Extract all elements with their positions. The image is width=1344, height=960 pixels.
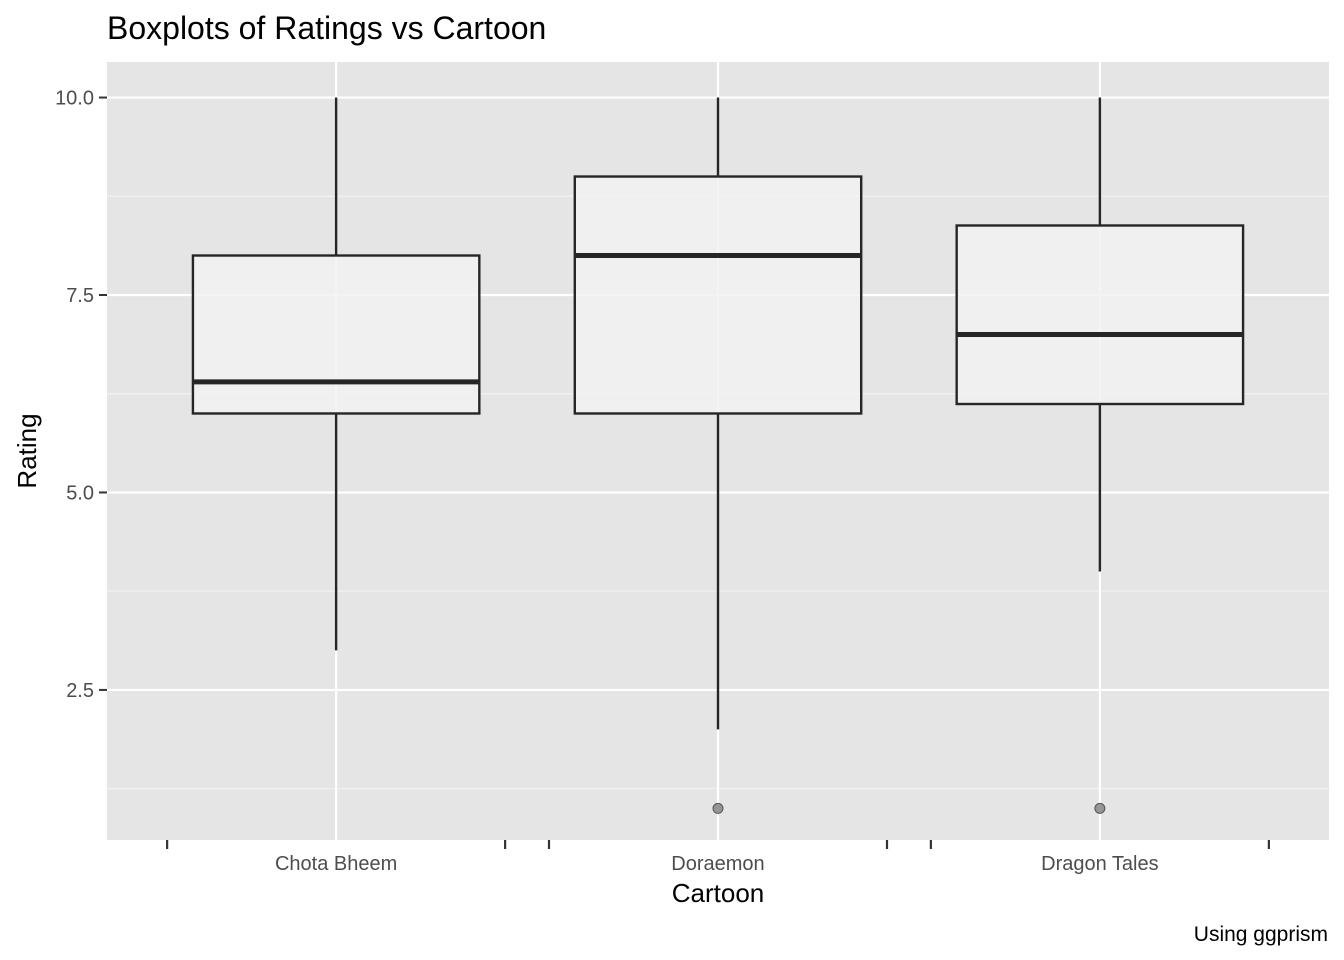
x-axis-title: Cartoon (672, 878, 765, 908)
x-axis: Chota Bheem Doraemon Dragon Tales (166, 840, 1270, 875)
x-tick-label: Dragon Tales (1041, 853, 1158, 875)
chart-title: Boxplots of Ratings vs Cartoon (107, 10, 546, 46)
box-chota-bheem (191, 97, 481, 651)
y-tick-label: 5.0 (66, 482, 94, 504)
box-iqr (573, 175, 863, 415)
box-iqr (191, 254, 481, 415)
outlier-point (1094, 802, 1106, 814)
box-doraemon (573, 97, 863, 814)
y-tick-label: 10.0 (55, 88, 94, 110)
x-tick-label: Chota Bheem (275, 853, 397, 875)
box-iqr (955, 224, 1245, 406)
chart-caption: Using ggprism (1194, 923, 1328, 946)
outlier-point (712, 802, 724, 814)
x-tick-label: Doraemon (671, 853, 764, 875)
y-tick-label: 2.5 (66, 680, 94, 702)
y-axis-title: Rating (12, 413, 42, 488)
y-axis: 2.5 5.0 7.5 10.0 (55, 88, 107, 702)
y-tick-label: 7.5 (66, 285, 94, 307)
boxes (191, 97, 1245, 814)
box-dragon-tales (955, 97, 1245, 814)
